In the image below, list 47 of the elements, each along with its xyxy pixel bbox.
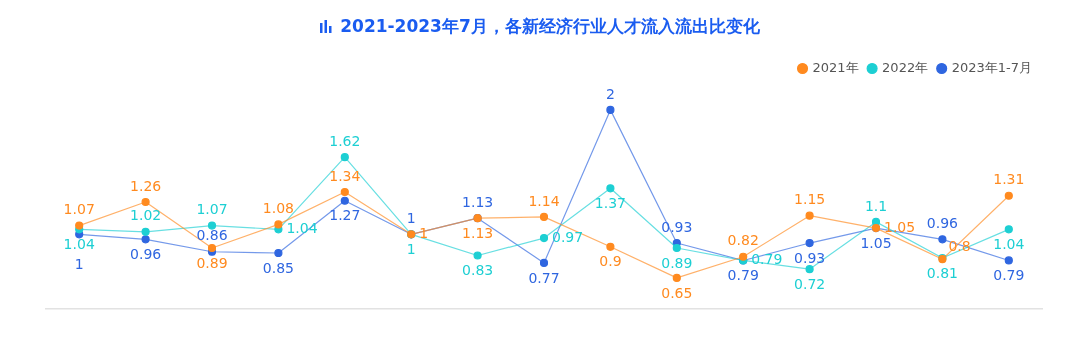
data-label: 0.89: [661, 254, 693, 271]
data-label: 1.08: [262, 200, 294, 217]
data-label: 1.62: [329, 132, 361, 149]
legend-label: 2023年1-7月: [951, 59, 1033, 75]
legend-label: 2021年: [812, 59, 859, 75]
data-label: 0.93: [794, 249, 826, 266]
data-label: 0.9: [599, 253, 622, 270]
data-label: 0.93: [661, 218, 693, 235]
legend-label: 2022年: [882, 59, 929, 75]
data-label: 0.86: [196, 227, 228, 244]
data-label: 1.04: [286, 220, 318, 236]
data-label: 1.02: [130, 207, 162, 224]
data-label: 0.77: [528, 269, 560, 286]
data-label: 0.65: [661, 284, 693, 301]
data-label: 1.13: [462, 193, 494, 210]
data-label: 2: [605, 85, 615, 102]
data-label: 1.07: [196, 201, 228, 218]
data-label: 0.89: [196, 254, 228, 271]
data-label: 1.1: [864, 197, 888, 214]
data-label: 1.37: [594, 194, 626, 211]
data-label: 1.27: [329, 207, 361, 224]
data-label: 1.05: [860, 234, 892, 251]
data-label: 1.15: [794, 191, 826, 208]
data-label: 1.14: [528, 192, 560, 209]
data-label: 0.79: [993, 267, 1025, 284]
data-label: 0.96: [130, 245, 162, 262]
data-label: 0.96: [926, 214, 959, 231]
data-label: 1.04: [63, 236, 95, 252]
data-label: 1: [406, 209, 416, 226]
data-label: 0.79: [751, 251, 783, 268]
data-label: 1.05: [884, 218, 916, 235]
data-label: 1.07: [63, 201, 95, 218]
data-label: 1: [74, 255, 84, 272]
data-label: 1.13: [462, 224, 494, 241]
chart-title: 2021-2023年7月，各新经济行业人才流入流出比变化: [340, 14, 760, 38]
data-label: 1.34: [329, 167, 361, 184]
data-label: 0.82: [727, 232, 759, 249]
data-label: 0.83: [462, 262, 494, 279]
data-label: 0.81: [926, 264, 958, 281]
data-label: 1.04: [993, 236, 1025, 252]
data-label: 0.85: [262, 259, 294, 276]
data-label: 1.31: [993, 171, 1025, 188]
data-label: 1.26: [130, 177, 162, 194]
data-label: 0.72: [794, 275, 826, 292]
data-label: 0.97: [552, 228, 584, 245]
data-label: 1: [406, 240, 416, 257]
data-label: 0.79: [727, 267, 759, 284]
